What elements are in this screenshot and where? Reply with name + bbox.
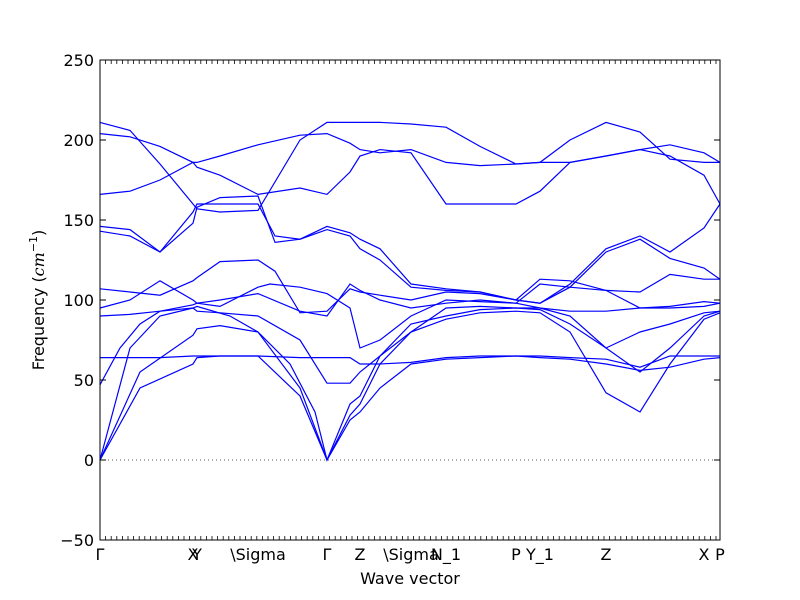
y-tick-label: 0 [84, 451, 94, 470]
x-tick-label: Γ [96, 545, 105, 564]
x-tick-label: X [188, 545, 199, 564]
y-tick-label: 50 [74, 371, 94, 390]
x-tick-label: P [511, 545, 521, 564]
ticks-layer [99, 59, 720, 541]
band-line-8 [99, 259, 720, 314]
x-tick-label: \Sigma [383, 545, 439, 564]
x-tick-label: Y [191, 545, 202, 564]
band-line-9 [99, 203, 721, 304]
y-axis-title-main: Frequency [29, 288, 48, 371]
y-tick-label: 150 [63, 211, 94, 230]
bands-layer [99, 121, 721, 462]
x-tick-label: Z [355, 545, 366, 564]
y-tick-label: 250 [63, 51, 94, 70]
y-axis-title-unit: cm [29, 252, 48, 276]
y-axis-title-close-paren: ) [29, 230, 48, 236]
y-axis-title-unit-exp: −1 [27, 236, 40, 252]
plot-frame [99, 59, 721, 541]
x-tick-label: Z [601, 545, 612, 564]
band-line-1 [99, 355, 721, 462]
x-tick-label: Γ [323, 545, 332, 564]
band-line-2 [99, 310, 721, 462]
x-tick-label: Y_1 [525, 545, 554, 565]
y-axis-title: Frequency (cm−1) [27, 230, 48, 371]
band-line-5 [99, 305, 721, 386]
x-tick-label: \Sigma [230, 545, 286, 564]
band-line-12 [99, 133, 721, 205]
y-tick-label: 100 [63, 291, 94, 310]
x-axis-title: Wave vector [360, 569, 460, 588]
band-line-6 [99, 283, 721, 317]
y-tick-label: 200 [63, 131, 94, 150]
band-line-13 [99, 121, 720, 213]
band-line-10 [99, 195, 721, 304]
band-line-3 [99, 305, 721, 462]
band-line-7 [99, 280, 721, 349]
y-tick-label: −50 [60, 531, 94, 550]
x-tick-label: N_1 [431, 545, 461, 565]
x-tick-label: X [699, 545, 710, 564]
y-axis-title-open-paren: ( [29, 276, 48, 287]
x-tick-label: P [715, 545, 725, 564]
